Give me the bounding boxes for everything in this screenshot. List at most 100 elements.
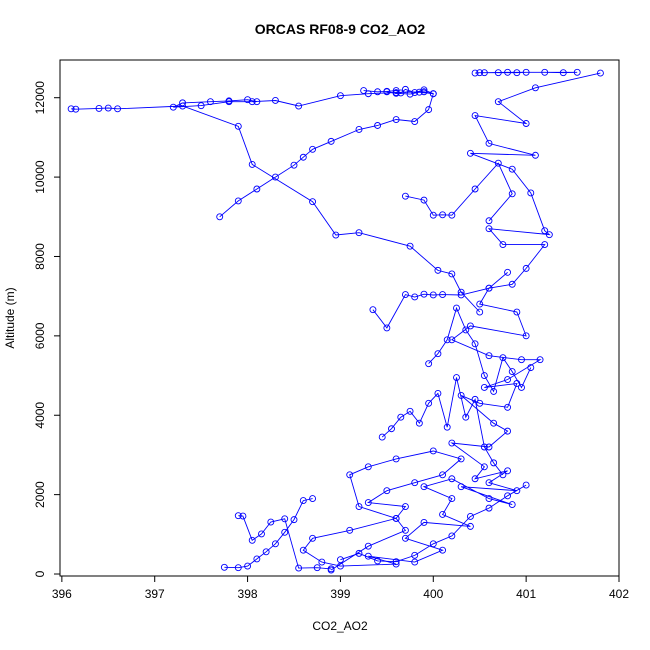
x-tick-label: 401 [516,587,536,601]
data-point [466,322,474,330]
y-tick-label: 2000 [33,481,47,508]
data-point [485,284,493,292]
data-point [299,546,307,554]
data-point [527,189,535,197]
data-point [596,69,604,77]
data-point [406,242,414,250]
data-point [374,557,382,565]
data-point [541,68,549,76]
x-axis: 396 397 398 399 400 401 402 [52,576,629,601]
x-tick-label: 396 [52,587,72,601]
data-point [169,103,177,111]
data-point [411,89,419,96]
data-point [448,211,456,219]
data-point [448,439,456,447]
data-point [476,308,484,316]
data-point [499,471,507,479]
data-point [253,185,261,193]
data-point [531,151,539,159]
data-point [499,241,507,249]
data-point [336,92,344,100]
series-line [340,484,527,563]
data-point [457,291,465,299]
data-point [541,227,549,235]
data-point [485,495,493,503]
data-point [67,105,75,113]
data-point [327,137,335,145]
data-point [392,514,400,522]
data-point [573,68,581,76]
data-point [448,270,456,278]
data-point [466,149,474,157]
data-point [480,372,488,380]
data-point [206,98,214,106]
data-point [360,87,368,95]
data-point [392,89,400,97]
data-point [309,198,317,206]
y-axis-label: Altitude (m) [3,287,17,348]
data-point [225,98,233,106]
data-point [522,332,530,340]
data-point [471,340,479,348]
x-tick-label: 397 [145,587,165,601]
data-point [485,443,493,451]
data-point [522,481,530,489]
x-tick-label: 399 [330,587,350,601]
data-point [374,122,382,129]
data-point [480,69,488,77]
data-point [378,433,386,441]
data-point [485,225,493,233]
data-point [179,102,187,110]
data-point [448,475,456,483]
data-point [420,290,428,298]
series-line [428,306,532,393]
data-point [541,241,549,249]
y-axis: 0 2000 4000 6000 8000 10000 12000 [33,81,60,577]
data-point [299,497,307,505]
data-point [392,455,400,463]
data-point [439,471,447,479]
series-line [475,71,578,74]
series-line [224,498,313,569]
data-point [485,352,493,360]
data-point [392,560,400,568]
data-point [513,69,521,77]
data-point [476,399,484,407]
data-point [318,558,326,566]
data-point [309,534,317,542]
series-line [71,105,481,313]
data-point [490,419,498,427]
data-point [248,160,256,168]
data-point [364,463,372,471]
data-point [504,403,512,411]
data-point [383,88,391,96]
data-point [434,266,442,274]
data-point [448,495,456,503]
data-point [439,211,447,219]
data-point [485,139,493,147]
data-point [401,85,409,93]
data-point [420,518,428,526]
data-point [439,546,447,554]
data-point [281,515,289,523]
data-point [420,196,428,204]
data-point [443,423,451,431]
data-point [336,556,344,564]
data-point [104,104,112,112]
data-point [504,268,512,276]
data-point [397,413,405,421]
series-line [302,72,601,571]
data-point [490,387,498,395]
data-point [244,562,252,570]
data-point [346,526,354,534]
y-tick-label: 6000 [33,322,47,349]
chart-title: ORCAS RF08-9 CO2_AO2 [255,21,426,37]
data-point [429,540,437,548]
data-point [355,229,363,237]
data-point [248,536,256,544]
data-point [388,425,395,433]
data-point [309,495,317,503]
data-point [411,293,419,301]
data-point [332,231,340,239]
data-point [281,528,289,536]
